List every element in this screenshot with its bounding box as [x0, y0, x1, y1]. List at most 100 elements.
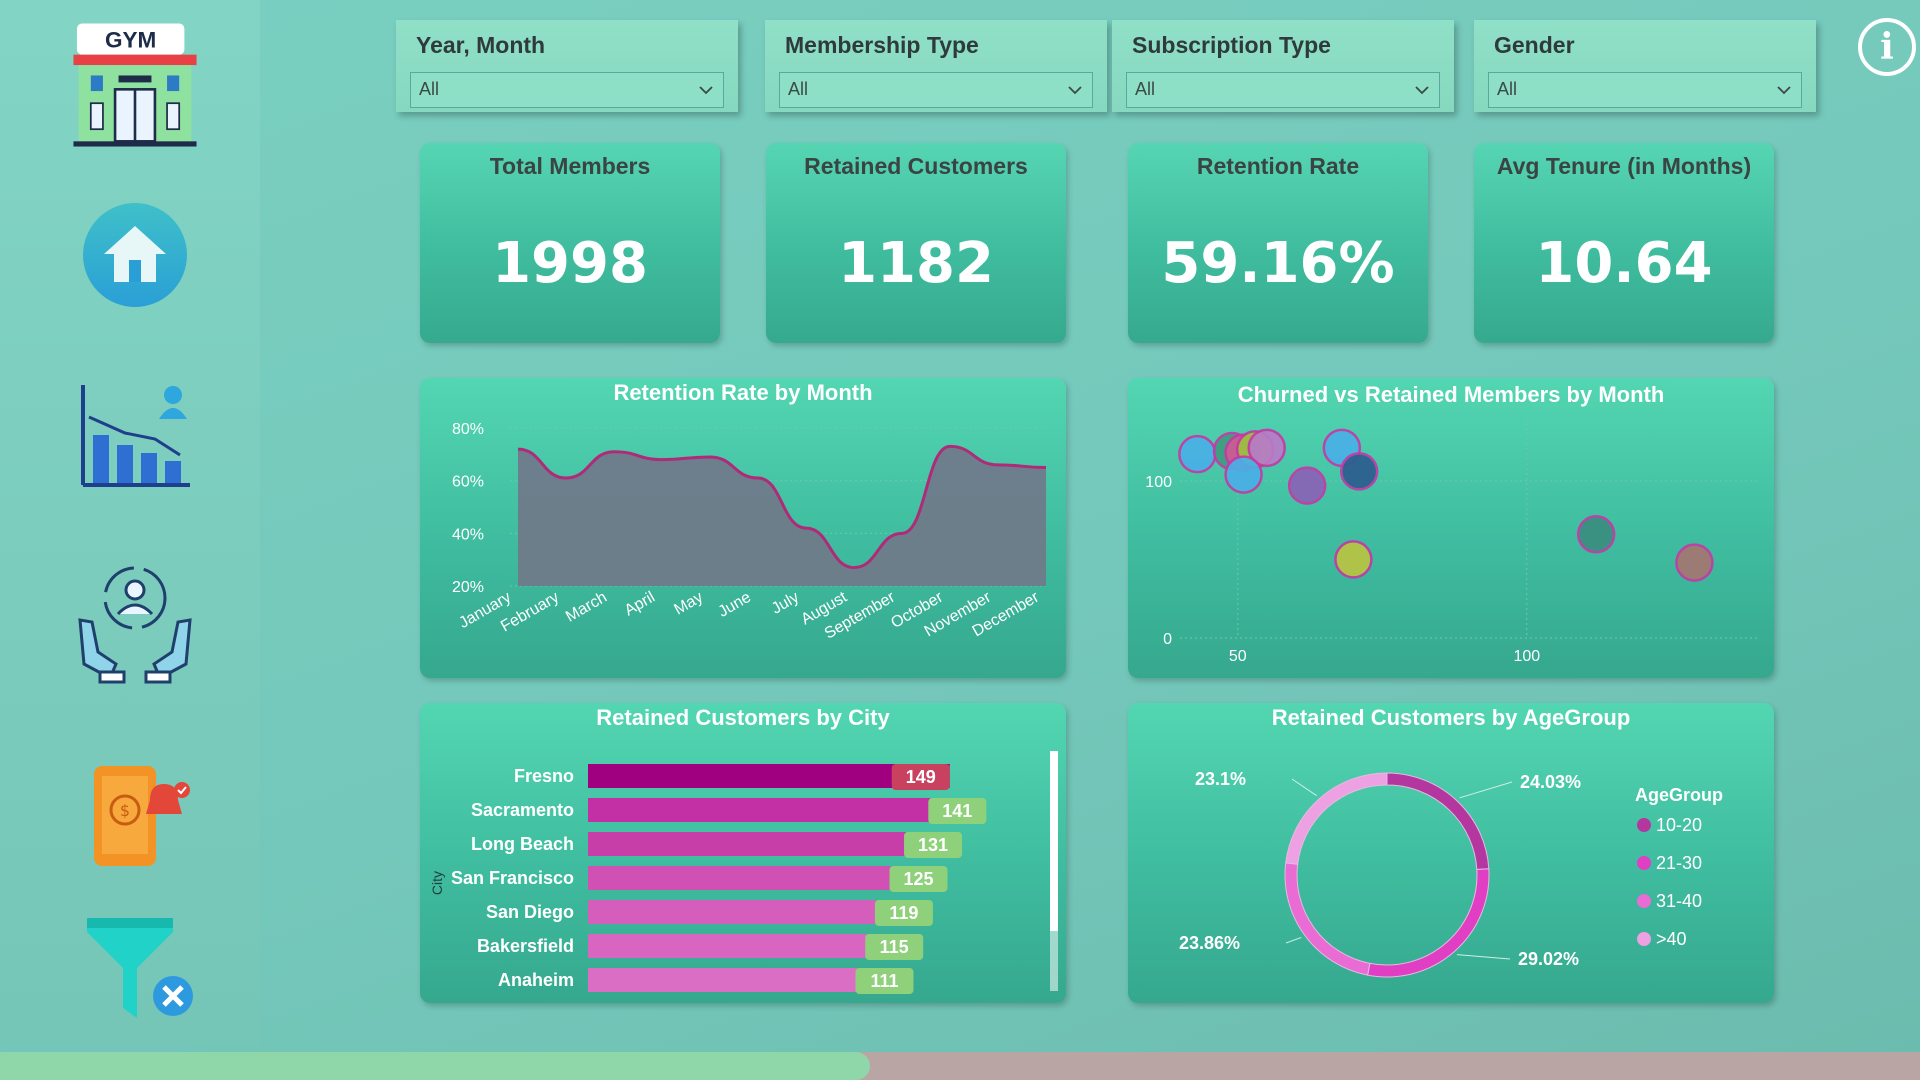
y-tick-label: 40%	[452, 526, 484, 543]
data-label: 141	[942, 801, 972, 821]
kpi-value: 59.16%	[1161, 231, 1395, 296]
data-label-bg	[928, 798, 987, 824]
scatter-point	[1675, 543, 1714, 582]
chevron-down-icon	[699, 86, 713, 95]
filter-value: All	[788, 79, 809, 99]
y-tick-label: 100	[1145, 474, 1172, 491]
filter-dropdown[interactable]: All	[779, 72, 1093, 108]
bar	[588, 866, 892, 890]
logo-text: GYM	[105, 28, 156, 53]
data-label-bg	[891, 764, 950, 790]
data-label: 149	[906, 767, 936, 787]
legend-label: 21-30	[1656, 853, 1702, 873]
scatter-chart-svg: 100 0 50 100	[1145, 418, 1758, 665]
filter-membership-type: Membership Type All	[765, 20, 1107, 112]
filter-value: All	[419, 79, 440, 99]
chart-title: Retention Rate by Month	[613, 380, 873, 405]
data-label: 111	[870, 971, 898, 991]
scatter-point	[1339, 452, 1379, 491]
filter-label: Gender	[1494, 32, 1575, 58]
kpi-avg-tenure: Avg Tenure (in Months) 10.64	[1474, 143, 1774, 343]
filter-gender: Gender All	[1474, 20, 1816, 112]
filter-dropdown[interactable]: All	[1488, 72, 1802, 108]
legend-swatch	[1637, 894, 1651, 908]
slice-label: 23.1%	[1195, 769, 1246, 789]
svg-text:$: $	[120, 801, 130, 820]
filter-dropdown[interactable]: All	[1126, 72, 1440, 108]
slice-label: 23.86%	[1179, 933, 1240, 953]
data-label: 125	[903, 869, 933, 889]
donut-slice	[1367, 868, 1490, 978]
data-label-bg	[874, 900, 933, 926]
retention-hands-icon[interactable]	[70, 560, 200, 690]
category-label: Sacramento	[471, 800, 574, 820]
bar	[588, 764, 950, 788]
x-tick-label: July	[769, 589, 802, 618]
chevron-down-icon	[1777, 86, 1791, 95]
data-label-bg	[904, 832, 963, 858]
retained-by-agegroup-chart: Retained Customers by AgeGroup 24.03% 29.…	[1128, 703, 1774, 1003]
filter-subscription-type: Subscription Type All	[1112, 20, 1454, 112]
filter-year-month: Year, Month All	[396, 20, 738, 112]
analytics-chart-icon[interactable]	[70, 370, 200, 500]
bar	[588, 832, 907, 856]
filter-label: Subscription Type	[1132, 32, 1331, 58]
kpi-label: Retained Customers	[804, 153, 1028, 179]
slice-label: 24.03%	[1520, 772, 1581, 792]
legend-swatch	[1637, 932, 1651, 946]
legend-label: 10-20	[1656, 815, 1702, 835]
donut-slice	[1386, 772, 1490, 871]
leader-line	[1291, 778, 1317, 797]
y-tick-label: 0	[1163, 631, 1172, 648]
data-label: 119	[889, 903, 918, 923]
leader-line	[1285, 936, 1302, 944]
bar	[588, 900, 877, 924]
bar-chart-scroll-thumb	[1050, 751, 1058, 931]
kpi-label: Total Members	[489, 153, 651, 179]
data-label: 131	[918, 835, 948, 855]
leader-line	[1456, 954, 1511, 960]
legend-swatch	[1637, 818, 1651, 832]
category-label: Fresno	[514, 766, 574, 786]
payment-phone-icon[interactable]: $	[70, 750, 200, 880]
bar-chart-svg: City Fresno 149 Sacramento 141 Long Beach 131 S…	[429, 751, 1058, 994]
bar	[588, 934, 868, 958]
chart-title: Retained Customers by City	[596, 705, 890, 730]
legend-title: AgeGroup	[1635, 785, 1723, 805]
scatter-point	[1576, 515, 1616, 554]
filter-value: All	[1497, 79, 1518, 99]
slice-label: 29.02%	[1518, 949, 1579, 969]
leader-line	[1459, 781, 1513, 799]
category-label: Long Beach	[471, 834, 574, 854]
sidebar-nav: GYM	[0, 0, 260, 1045]
legend-label: 31-40	[1656, 891, 1702, 911]
y-tick-label: 80%	[452, 421, 484, 438]
chevron-down-icon	[1068, 86, 1082, 95]
chart-title: Churned vs Retained Members by Month	[1237, 382, 1665, 407]
bar	[588, 798, 931, 822]
scatter-point	[1224, 455, 1263, 494]
kpi-retained-customers: Retained Customers 1182	[766, 143, 1066, 343]
donut-slice	[1285, 772, 1388, 865]
filter-value: All	[1135, 79, 1156, 99]
data-label-bg	[865, 934, 924, 960]
filter-dropdown[interactable]: All	[410, 72, 724, 108]
y-axis-label: City	[429, 871, 445, 895]
area-fill	[518, 446, 1046, 586]
bar	[588, 968, 858, 992]
clear-filter-icon[interactable]	[70, 905, 200, 1035]
scatter-point	[1334, 540, 1373, 579]
retained-by-city-chart: Retained Customers by City City Fresno 149…	[420, 703, 1066, 1003]
kpi-label: Retention Rate	[1196, 153, 1360, 179]
filter-label: Year, Month	[416, 32, 546, 58]
category-label: Bakersfield	[477, 936, 574, 956]
churned-vs-retained-chart: Churned vs Retained Members by Month 100…	[1128, 378, 1774, 678]
x-tick-label: March	[563, 589, 610, 626]
scrollbar-thumb[interactable]	[0, 1052, 870, 1080]
x-tick-label: 50	[1229, 648, 1247, 665]
donut-slice	[1284, 862, 1371, 976]
info-icon[interactable]: i	[1858, 18, 1916, 76]
legend-swatch	[1637, 856, 1651, 870]
home-icon[interactable]	[70, 195, 200, 315]
scatter-point	[1287, 466, 1327, 505]
